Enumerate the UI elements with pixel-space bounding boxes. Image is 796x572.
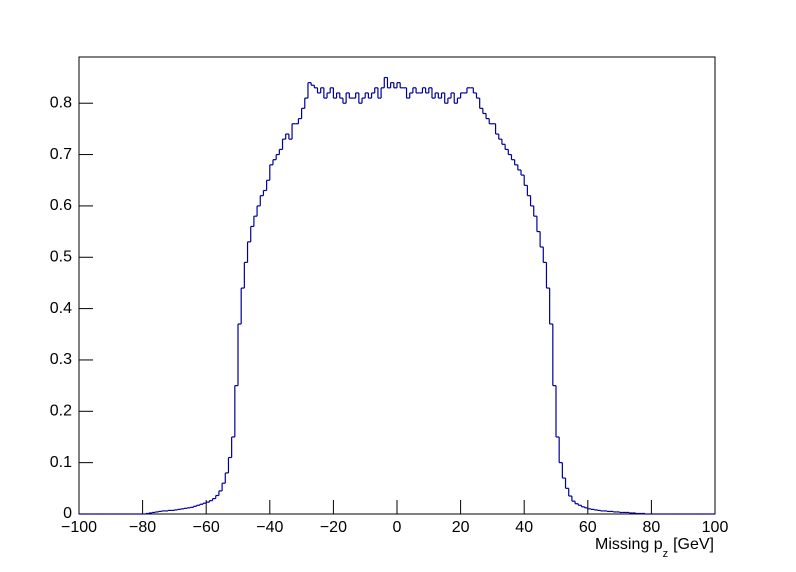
x-tick-label: −20 <box>320 519 347 536</box>
x-label-main: Missing p <box>595 536 663 553</box>
x-tick-label: 40 <box>515 519 533 536</box>
x-tick-label: −80 <box>129 519 156 536</box>
y-tick-label: 0.2 <box>50 403 72 420</box>
x-tick-label: 0 <box>393 519 402 536</box>
x-tick-label: −40 <box>256 519 283 536</box>
y-tick-label: 0.3 <box>50 351 72 368</box>
y-tick-label: 0.8 <box>50 94 72 111</box>
x-label-sub: z <box>663 548 669 560</box>
y-tick-label: 0 <box>63 505 72 522</box>
y-tick-label: 0.5 <box>50 248 72 265</box>
y-tick-label: 0.6 <box>50 197 72 214</box>
x-axis-label: Missing pz [GeV] <box>595 536 714 560</box>
y-tick-label: 0.1 <box>50 454 72 471</box>
x-tick-label: 20 <box>452 519 470 536</box>
x-tick-label: 80 <box>643 519 661 536</box>
x-tick-label: 60 <box>579 519 597 536</box>
y-tick-label: 0.4 <box>50 300 72 317</box>
x-label-unit: [GeV] <box>673 536 714 553</box>
x-tick-label: −100 <box>61 519 97 536</box>
x-tick-label: −60 <box>193 519 220 536</box>
y-tick-label: 0.7 <box>50 146 72 163</box>
x-tick-label: 100 <box>702 519 729 536</box>
